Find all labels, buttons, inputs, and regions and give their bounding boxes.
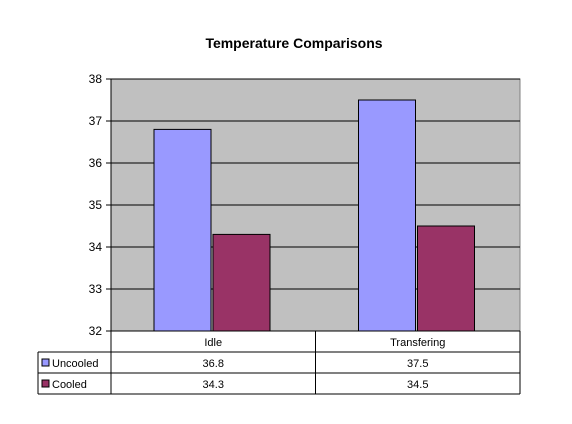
chart-title: Temperature Comparisons — [205, 35, 382, 51]
table-value-cell: 34.5 — [407, 379, 428, 391]
table-row-label: Uncooled — [52, 358, 98, 370]
table-row-label: Cooled — [52, 379, 87, 391]
bar-uncooled-idle — [153, 128, 212, 332]
y-tick-label: 35 — [89, 198, 103, 212]
table-value-cell: 34.3 — [203, 379, 224, 391]
bar-cooled-idle — [212, 233, 271, 332]
y-tick-label: 32 — [89, 324, 103, 338]
legend-swatch-cooled — [41, 379, 50, 388]
bar-uncooled-transfering — [358, 99, 416, 332]
table-value-cell: 36.8 — [203, 358, 224, 370]
table-category-header: Transfering — [390, 337, 445, 349]
y-tick-label: 34 — [89, 240, 103, 254]
y-tick-label: 38 — [89, 72, 103, 86]
y-tick-label: 33 — [89, 282, 103, 296]
y-tick-label: 37 — [89, 114, 103, 128]
legend-swatch-uncooled — [41, 358, 50, 367]
y-tick-label: 36 — [89, 156, 103, 170]
table-category-header: Idle — [204, 337, 222, 349]
bar-cooled-transfering — [417, 225, 475, 332]
table-value-cell: 37.5 — [407, 358, 428, 370]
